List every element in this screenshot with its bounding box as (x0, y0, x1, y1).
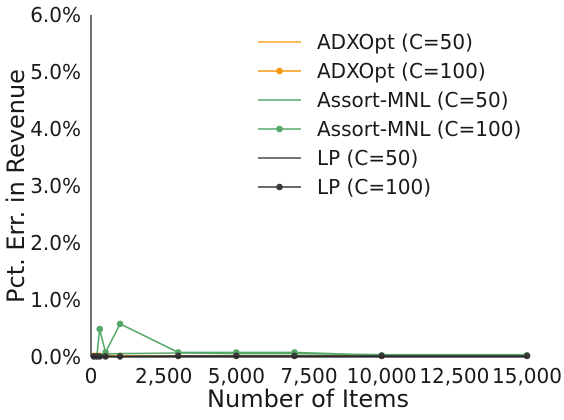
x-tick-label: 5,000 (208, 364, 265, 388)
series-layer (90, 320, 531, 360)
legend-label: ADXOpt (C=50) (317, 30, 473, 54)
data-point (174, 352, 182, 360)
x-tick-label: 0 (85, 364, 98, 388)
axes-layer (90, 15, 527, 358)
x-tick-label: 12,500 (419, 364, 489, 388)
data-point (378, 352, 385, 360)
ticks-layer: 0 2,500 5,000 7,500 10,000 12,500 15,000 0.0% 1.… (30, 3, 562, 388)
data-point (96, 325, 104, 333)
y-tick-label: 3.0% (30, 174, 81, 198)
legend-label: LP (C=50) (317, 146, 418, 170)
series-line (93, 322, 527, 358)
y-axis-title: Pct. Err. in Revenue (2, 69, 30, 303)
y-tick-label: 5.0% (30, 60, 81, 84)
legend-marker (276, 183, 283, 191)
y-tick-label: 4.0% (30, 117, 81, 141)
data-point (523, 352, 531, 360)
data-point (291, 352, 298, 360)
data-point (116, 320, 124, 328)
legend-item: Assort-MNL (C=100) (258, 117, 521, 141)
y-tick-label: 0.0% (30, 345, 81, 369)
y-tick-label: 2.0% (30, 231, 81, 255)
series-line (93, 355, 527, 358)
legend-item: Assort-MNL (C=50) (258, 88, 509, 112)
legend-label: LP (C=100) (317, 175, 431, 199)
legend: ADXOpt (C=50) ADXOpt (C=100) Assort-MNL (C… (258, 30, 521, 199)
legend-marker (276, 125, 283, 133)
legend-item: LP (C=50) (258, 146, 418, 170)
x-axis-title: Number of Items (207, 385, 409, 413)
legend-item: ADXOpt (C=50) (258, 30, 473, 54)
x-tick-label: 2,500 (135, 364, 192, 388)
legend-marker (276, 67, 283, 75)
legend-label: ADXOpt (C=100) (317, 59, 486, 83)
legend-label: Assort-MNL (C=50) (317, 88, 509, 112)
x-tick-label: 10,000 (347, 364, 417, 388)
legend-label: Assort-MNL (C=100) (317, 117, 521, 141)
legend-item: ADXOpt (C=100) (258, 59, 486, 83)
data-point (233, 352, 240, 360)
y-tick-label: 1.0% (30, 288, 81, 312)
x-tick-label: 7,500 (280, 364, 337, 388)
x-tick-label: 15,000 (492, 364, 562, 388)
legend-item: LP (C=100) (258, 175, 431, 199)
y-tick-label: 6.0% (30, 3, 81, 27)
